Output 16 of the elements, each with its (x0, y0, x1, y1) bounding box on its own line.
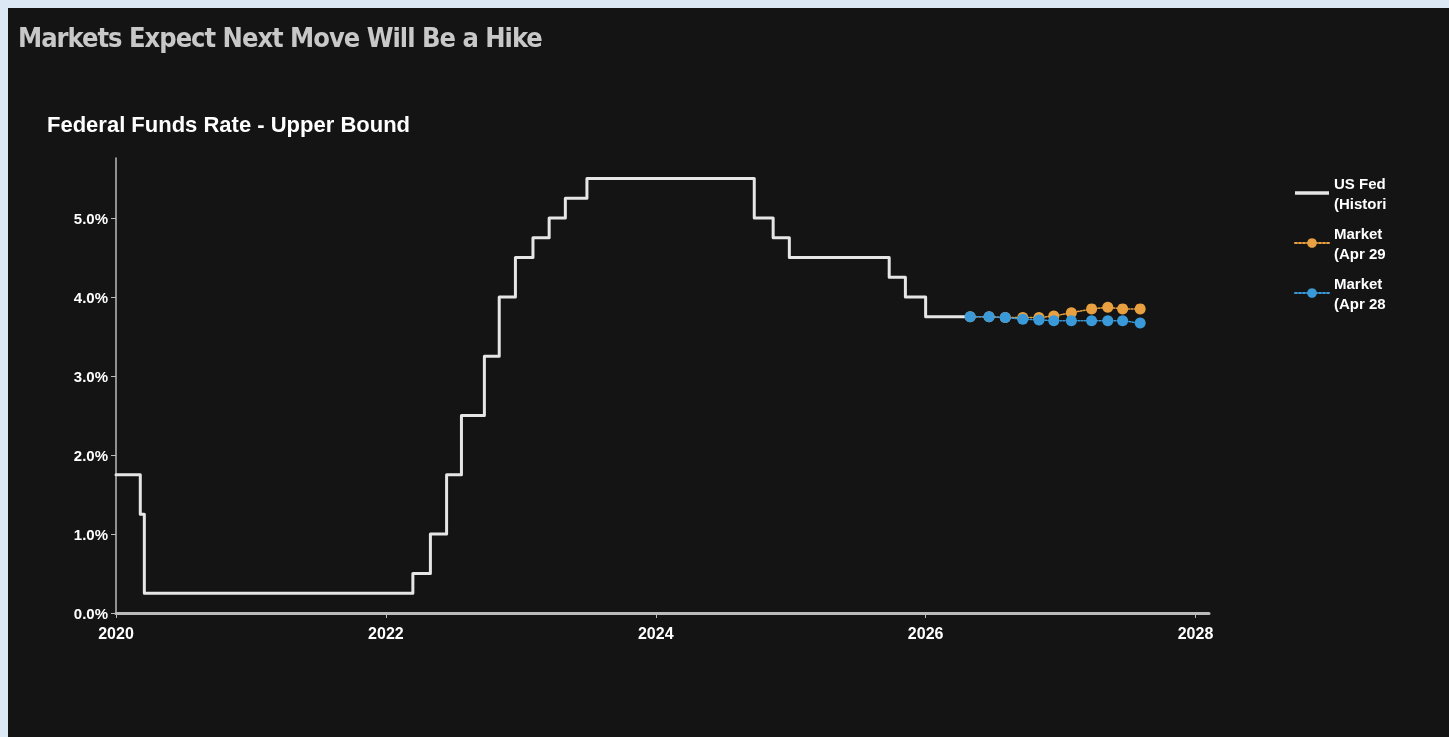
legend-label: Market (Apr 29 (1334, 224, 1387, 262)
x-tick-label: 2024 (637, 624, 674, 642)
y-tick-label: 0.0% (73, 604, 108, 622)
x-tick-label: 2026 (907, 624, 944, 642)
y-tick-label: 3.0% (73, 367, 108, 385)
chart-subtitle: Federal Funds Rate - Upper Bound (47, 111, 411, 137)
y-tick-label: 4.0% (73, 288, 108, 306)
x-tick-label: 2020 (98, 624, 134, 642)
legend-label: US Fed (Histori (1334, 174, 1390, 212)
y-tick-label: 5.0% (73, 209, 108, 227)
x-tick-label: 2022 (368, 624, 404, 642)
y-tick-label: 2.0% (73, 446, 108, 464)
x-tick-label: 2028 (1177, 624, 1214, 642)
legend-label: Market (Apr 28 (1334, 274, 1387, 312)
y-tick-label: 1.0% (73, 525, 108, 543)
chart-title: Markets Expect Next Move Will Be a Hike (18, 22, 542, 53)
